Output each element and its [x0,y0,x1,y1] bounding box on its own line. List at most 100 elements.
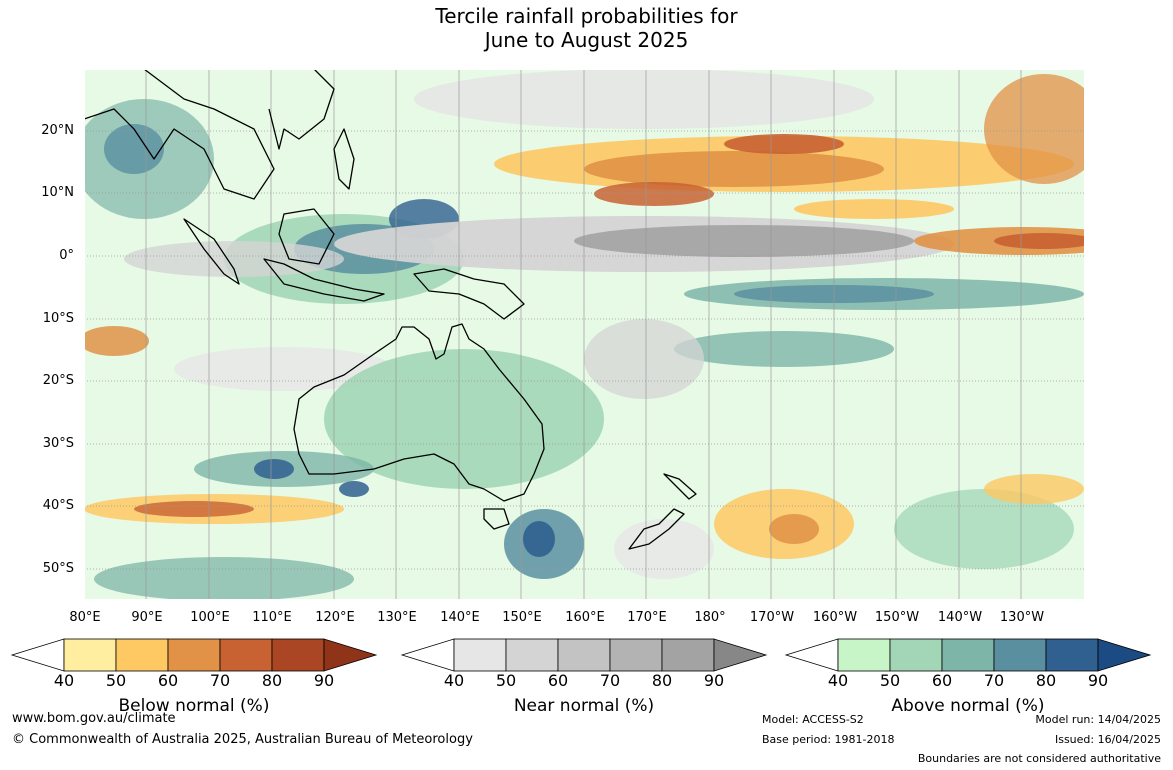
cbar-above-lower-arrow [784,638,839,672]
lat-label-eq: 0° [59,248,74,263]
map-title: Tercile rainfall probabilities for June … [0,4,1173,52]
lon-label-120e: 120°E [315,610,355,625]
cbar-above-tick-60: 60 [931,671,953,690]
title-line-2: June to August 2025 [484,28,689,52]
cbar-below-title: Below normal (%) [118,696,270,716]
china-coast [268,68,335,150]
cbar-above-swatch-5 [1045,638,1099,672]
lat-label-30s: 30°S [42,436,74,451]
cbar-above-tick-90: 90 [1087,671,1109,690]
cbar-near-tick-80: 80 [651,671,673,690]
lon-label-170e: 170°E [627,610,667,625]
cbar-above-swatch-4 [993,638,1047,672]
cbar-near-title: Near normal (%) [513,696,655,716]
tasmania-coast [483,508,510,530]
lon-label-100e: 100°E [190,610,230,625]
lon-label-110e: 110°E [252,610,292,625]
lat-label-50s: 50°S [42,561,74,576]
new-zealand-coast [628,473,697,550]
blob-equatorial-grey-dark [574,225,914,257]
blob-northeast-orange [984,74,1104,184]
blob-far-south-orange [984,474,1084,504]
cbar-near-swatch-1 [453,638,507,672]
australia-coast [293,323,545,502]
lon-label-180: 180° [694,610,726,625]
footer-disclaimer: Boundaries are not considered authoritat… [917,752,1161,765]
cbar-above-upper-arrow [1097,638,1152,672]
cbar-near-tick-50: 50 [495,671,517,690]
cbar-near-swatch-2 [505,638,559,672]
cbar-below-swatch-4 [219,638,273,672]
blob-coral-sea-green [674,331,894,367]
lon-label-150e: 150°E [502,610,542,625]
blob-coral-grey [584,319,704,399]
lon-label-150w: 150°W [874,610,920,625]
blob-north-pacific-red [724,134,844,154]
blob-south-grey [614,519,714,579]
probability-map [74,68,1134,601]
blob-southern-red [134,501,254,517]
cbar-below-tick-60: 60 [157,671,179,690]
footer-url: www.bom.gov.au/climate [12,711,176,726]
footer-model: Model: ACCESS-S2 [762,713,864,726]
cbar-near-lower-arrow [400,638,455,672]
blob-north-pacific-red-2 [594,182,714,206]
cbar-below-swatch-1 [63,638,117,672]
blob-nz-east-amber [769,514,819,544]
colorbar-above-normal [784,638,1152,672]
cbar-near-swatch-5 [661,638,715,672]
new-guinea-coast [413,268,525,320]
blob-southern-blue-2 [339,481,369,497]
blob-indian-grey [174,347,394,391]
cbar-below-tick-50: 50 [105,671,127,690]
cbar-below-tick-90: 90 [313,671,335,690]
cbar-near-tick-60: 60 [547,671,569,690]
lat-label-20s: 20°S [42,373,74,388]
cbar-below-tick-40: 40 [53,671,75,690]
lat-label-20n: 20°N [41,123,74,138]
sumatra-coast [183,218,240,285]
lat-label-10s: 10°S [42,311,74,326]
cbar-near-tick-40: 40 [443,671,465,690]
cbar-near-tick-90: 90 [703,671,725,690]
colorbar-below-normal [10,638,378,672]
cbar-above-tick-50: 50 [879,671,901,690]
lat-gridlines [84,130,1085,570]
cbar-near-swatch-3 [557,638,611,672]
cbar-above-swatch-2 [889,638,943,672]
blob-indian-west-orange [79,326,149,356]
lon-label-140e: 140°E [440,610,480,625]
lon-label-80e: 80°E [69,610,101,625]
blob-south-green-bottom [94,557,354,601]
cbar-above-title: Above normal (%) [891,696,1045,716]
lat-label-40s: 40°S [42,498,74,513]
footer-model-run: Model run: 14/04/2025 [1035,713,1161,726]
lon-label-90e: 90°E [131,610,163,625]
cbar-above-swatch-3 [941,638,995,672]
blob-se-asia-blue [104,124,164,174]
cbar-below-swatch-2 [115,638,169,672]
cbar-near-tick-70: 70 [599,671,621,690]
footer-issued: Issued: 16/04/2025 [1054,733,1161,746]
cbar-near-swatch-4 [609,638,663,672]
map-svg [74,68,1134,601]
title-line-1: Tercile rainfall probabilities for [435,4,738,28]
lon-label-130w: 130°W [999,610,1045,625]
blob-top-grey [414,69,874,129]
blob-mid-pacific-orange [794,199,954,219]
cbar-above-tick-80: 80 [1035,671,1057,690]
cbar-below-tick-80: 80 [261,671,283,690]
blob-north-pacific-amber [584,151,884,187]
blob-southern-blue-1 [254,459,294,479]
lon-label-160e: 160°E [565,610,605,625]
borneo-coast [278,208,335,265]
colorbar-near-normal [400,638,768,672]
footer-base-period: Base period: 1981-2018 [762,733,895,746]
lon-gridlines [145,69,1022,600]
java-coast [263,258,385,302]
cbar-below-lower-arrow [10,638,65,672]
lon-label-130e: 130°E [377,610,417,625]
asia-coast [83,68,275,200]
blob-west-grey [124,241,344,277]
